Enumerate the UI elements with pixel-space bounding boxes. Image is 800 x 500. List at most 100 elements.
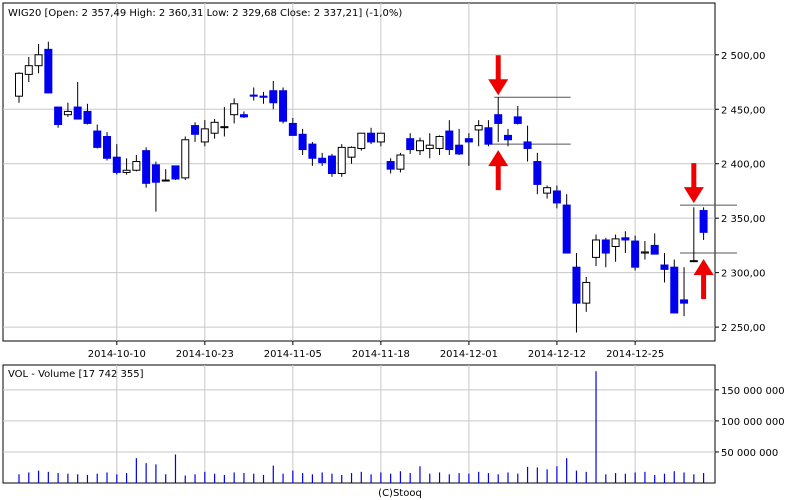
candle	[230, 98, 239, 124]
price-x-axis: 2014-10-10 2014-10-23 2014-11-05 2014-11-18…	[88, 341, 664, 360]
price-y-axis: 2 250,00 2 300,00 2 350,00 2 400,00 2 450,00…	[715, 51, 766, 334]
price-x-tick-label: 2014-12-01	[440, 349, 498, 360]
price-y-tick-label: 2 250,00	[721, 323, 766, 334]
candle-body-down	[484, 127, 493, 145]
candle-body-up	[122, 169, 131, 173]
arrow-up-icon	[488, 150, 509, 191]
candle	[54, 106, 63, 128]
candle	[504, 128, 512, 147]
candle-body-up	[34, 54, 43, 67]
candle-body-down	[670, 266, 679, 314]
price-x-tick-label: 2014-11-18	[352, 349, 410, 360]
price-y-tick-label: 2 500,00	[721, 51, 766, 62]
candle	[660, 253, 669, 283]
candle	[308, 141, 317, 166]
candle	[93, 124, 102, 149]
candle-body-down	[552, 190, 561, 204]
candle-body-down	[93, 130, 102, 148]
volume-title: VOL - Volume [17 742 355]	[8, 369, 144, 380]
candle	[259, 91, 268, 104]
candle	[484, 120, 493, 147]
candle-body-up	[161, 179, 170, 182]
candle	[151, 161, 160, 212]
candle	[474, 120, 483, 147]
candle	[210, 119, 219, 139]
candle	[83, 103, 92, 125]
candle-body-up	[582, 281, 591, 304]
candles	[15, 41, 708, 333]
candle-body-up	[415, 140, 424, 152]
price-grid	[3, 3, 715, 341]
candle	[269, 80, 278, 110]
candle-body-down	[680, 299, 689, 304]
candle	[670, 259, 679, 314]
candle	[298, 128, 307, 155]
candle-body-down	[455, 144, 464, 155]
candle	[318, 152, 327, 166]
candle	[367, 127, 376, 145]
candle	[161, 169, 170, 182]
candle-body-down	[504, 134, 512, 141]
candle-body-up	[592, 239, 601, 258]
candle	[533, 152, 542, 195]
candle-body-up	[396, 154, 405, 170]
candle-body-down	[494, 114, 503, 124]
price-x-tick-label: 2014-10-23	[176, 349, 234, 360]
candle	[640, 241, 649, 260]
candle-body-down	[239, 114, 248, 118]
candle-body-down	[142, 150, 151, 184]
candle-body-up	[357, 132, 366, 149]
volume-y-tick-label: 150 000 000	[721, 386, 785, 397]
candle-body-down	[601, 239, 610, 254]
candle-body-down	[151, 164, 160, 183]
candle-body-down	[367, 132, 376, 143]
candle-body-down	[259, 95, 268, 98]
candle-body-up	[347, 146, 356, 158]
candle	[73, 82, 82, 120]
candle	[15, 72, 23, 103]
volume-y-axis: 50 000 000 100 000 000 150 000 000	[715, 386, 785, 459]
candle	[562, 194, 571, 254]
candle	[415, 137, 424, 155]
candle	[249, 87, 258, 101]
candle	[494, 97, 503, 142]
candle	[592, 234, 601, 267]
candle	[347, 146, 356, 164]
candle-body-down	[279, 90, 288, 122]
price-x-tick-label: 2014-12-25	[606, 349, 664, 360]
footer-copyright: (C)Stooq	[378, 488, 422, 499]
candle	[455, 128, 464, 155]
candle	[171, 165, 180, 181]
candle-body-up	[24, 65, 33, 75]
candle	[103, 132, 112, 161]
candle	[142, 147, 151, 188]
candle	[327, 153, 336, 177]
candle-body-up	[220, 126, 229, 129]
candle	[220, 107, 229, 137]
candle-body-down	[621, 237, 630, 241]
price-y-tick-label: 2 400,00	[721, 160, 766, 171]
candle-body-up	[611, 238, 620, 247]
candle-body-down	[249, 94, 258, 97]
candle-body-up	[181, 139, 190, 179]
candle	[513, 105, 522, 125]
candle	[44, 41, 53, 94]
candle-body-down	[406, 138, 415, 151]
candle	[543, 185, 552, 199]
candle-body-down	[660, 264, 669, 270]
candle	[631, 235, 640, 271]
candle-body-up	[337, 146, 346, 175]
candle	[445, 120, 454, 155]
price-y-tick-label: 2 350,00	[721, 214, 766, 225]
candle	[122, 158, 131, 175]
candle	[680, 267, 689, 317]
candle-body-down	[112, 156, 121, 173]
price-title: WIG20 [Open: 2 357,49 High: 2 360,31 Low…	[8, 8, 402, 19]
candle	[376, 132, 385, 147]
candle-body-down	[327, 155, 336, 175]
candle-body-up	[425, 144, 434, 149]
candle	[699, 207, 708, 240]
candle-body-down	[572, 266, 581, 304]
candle-body-down	[298, 133, 307, 151]
